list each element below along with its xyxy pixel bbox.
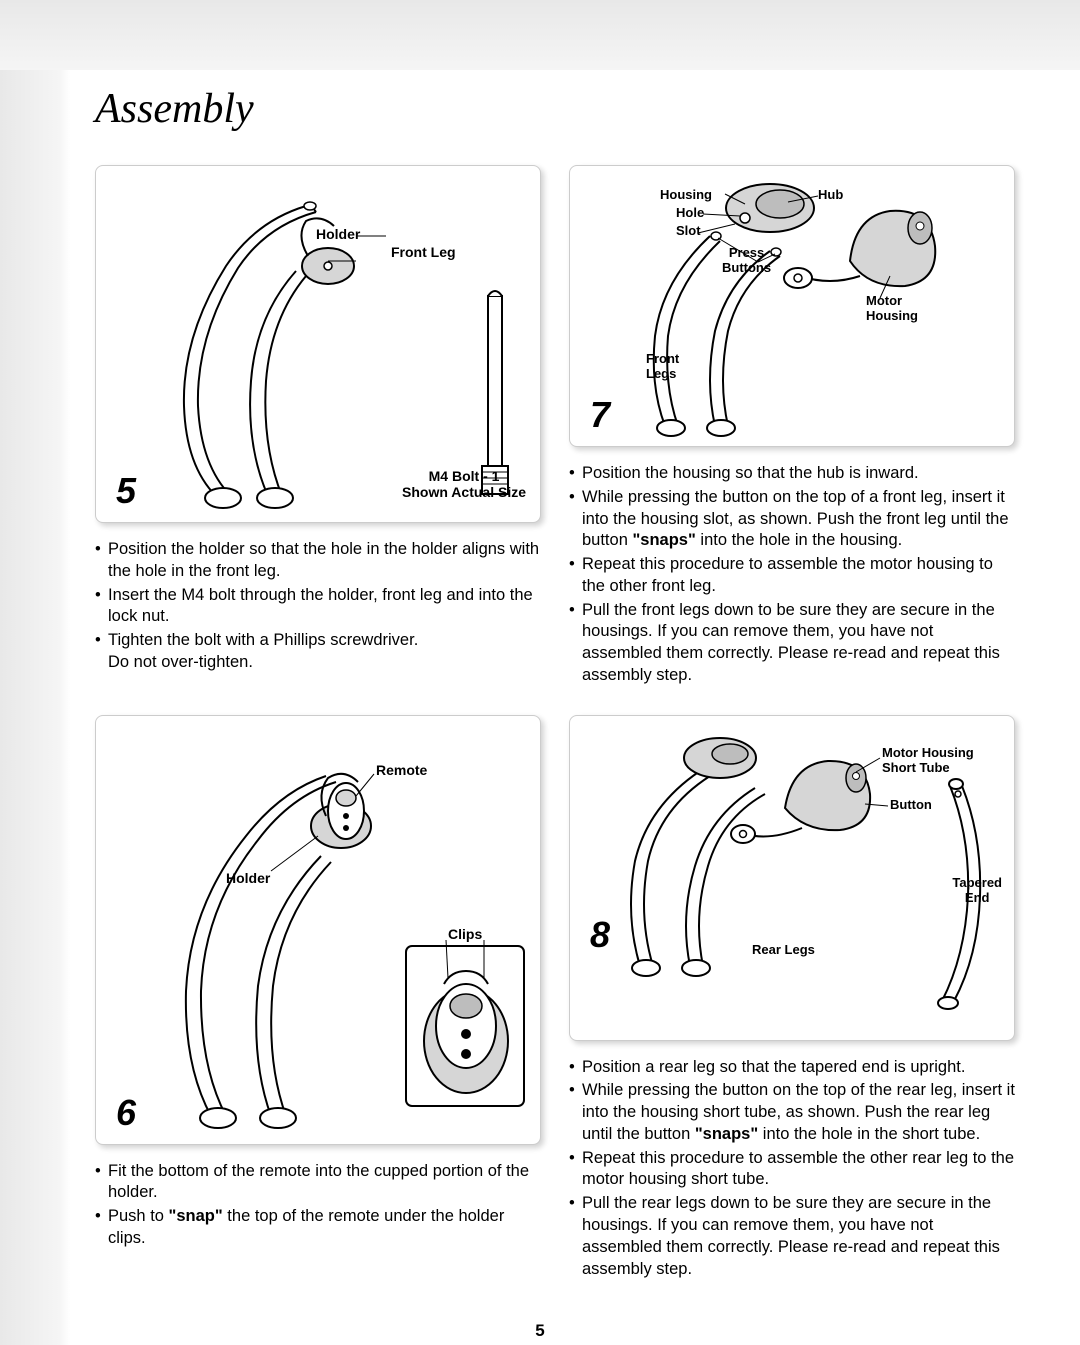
label-motor: Motor [866,293,902,308]
step-number: 8 [590,914,610,956]
col-7: 7 Housing Hole Slot Hub Press Buttons Mo… [569,165,1015,689]
instructions-6: Fit the bottom of the remote into the cu… [95,1161,541,1250]
label-te-1: Tapered [952,875,1002,890]
bullet: While pressing the button on the top of … [569,487,1015,552]
bullet: Repeat this procedure to assemble the ot… [569,1148,1015,1192]
panel-7: 7 Housing Hole Slot Hub Press Buttons Mo… [569,165,1015,447]
instructions-5: Position the holder so that the hole in … [95,539,541,674]
label-buttons: Buttons [722,260,771,275]
instructions-7: Position the housing so that the hub is … [569,463,1015,687]
label-legs: Legs [646,366,676,381]
label-mh-1: Motor Housing [882,745,974,760]
label-mhousing: Housing [866,308,918,323]
bullet: While pressing the button on the top of … [569,1080,1015,1145]
instructions-8: Position a rear leg so that the tapered … [569,1057,1015,1281]
content-area: 5 Holder Front Leg M4 Bolt - 1 Shown Act… [95,165,1015,1308]
label-motor-housing: Motor Housing Short Tube [882,746,974,776]
panel-6: 6 Remote Holder Clips [95,715,541,1145]
label-mh-2: Short Tube [882,760,950,775]
step-number: 7 [590,394,610,436]
label-front-legs: Front Legs [646,352,679,382]
label-bolt-1: M4 Bolt - 1 [429,468,500,484]
label-motor-housing: Motor Housing [866,294,918,324]
label-press: Press [729,245,764,260]
bullet: Tighten the bolt with a Phillips screwdr… [95,630,541,674]
label-remote: Remote [376,762,427,778]
top-band [0,0,1080,70]
bullet: Pull the front legs down to be sure they… [569,600,1015,687]
page-title: Assembly [95,85,254,133]
label-press-buttons: Press Buttons [722,246,771,276]
row-1: 5 Holder Front Leg M4 Bolt - 1 Shown Act… [95,165,1015,689]
bullet: Pull the rear legs down to be sure they … [569,1193,1015,1280]
row-2: 6 Remote Holder Clips Fit the bottom of … [95,715,1015,1283]
bullet: Fit the bottom of the remote into the cu… [95,1161,541,1205]
label-rear-legs: Rear Legs [752,943,815,958]
label-slot: Slot [676,224,701,239]
col-8: 8 Motor Housing Short Tube Button Tapere… [569,715,1015,1283]
panel-8: 8 Motor Housing Short Tube Button Tapere… [569,715,1015,1041]
label-te-2: End [965,890,990,905]
label-holder: Holder [226,870,270,886]
label-tapered-end: Tapered End [952,876,1002,906]
label-bolt: M4 Bolt - 1 Shown Actual Size [402,468,526,500]
step-number: 6 [116,1092,136,1134]
label-housing: Housing [660,188,712,203]
label-front-leg: Front Leg [391,244,456,260]
label-front: Front [646,351,679,366]
bullet: Position a rear leg so that the tapered … [569,1057,1015,1079]
diagram-7 [570,166,1016,448]
label-clips: Clips [448,926,482,942]
bullet: Insert the M4 bolt through the holder, f… [95,585,541,629]
bullet: Position the holder so that the hole in … [95,539,541,583]
step-number: 5 [116,470,136,512]
page-number: 5 [535,1321,544,1341]
left-band [0,70,70,1345]
label-hub: Hub [818,188,843,203]
label-bolt-2: Shown Actual Size [402,484,526,500]
panel-5: 5 Holder Front Leg M4 Bolt - 1 Shown Act… [95,165,541,523]
col-6: 6 Remote Holder Clips Fit the bottom of … [95,715,541,1283]
label-holder: Holder [316,226,360,242]
col-5: 5 Holder Front Leg M4 Bolt - 1 Shown Act… [95,165,541,689]
label-button: Button [890,798,932,813]
bullet: Repeat this procedure to assemble the mo… [569,554,1015,598]
bullet: Position the housing so that the hub is … [569,463,1015,485]
label-hole: Hole [676,206,704,221]
bullet: Push to "snap" the top of the remote und… [95,1206,541,1250]
